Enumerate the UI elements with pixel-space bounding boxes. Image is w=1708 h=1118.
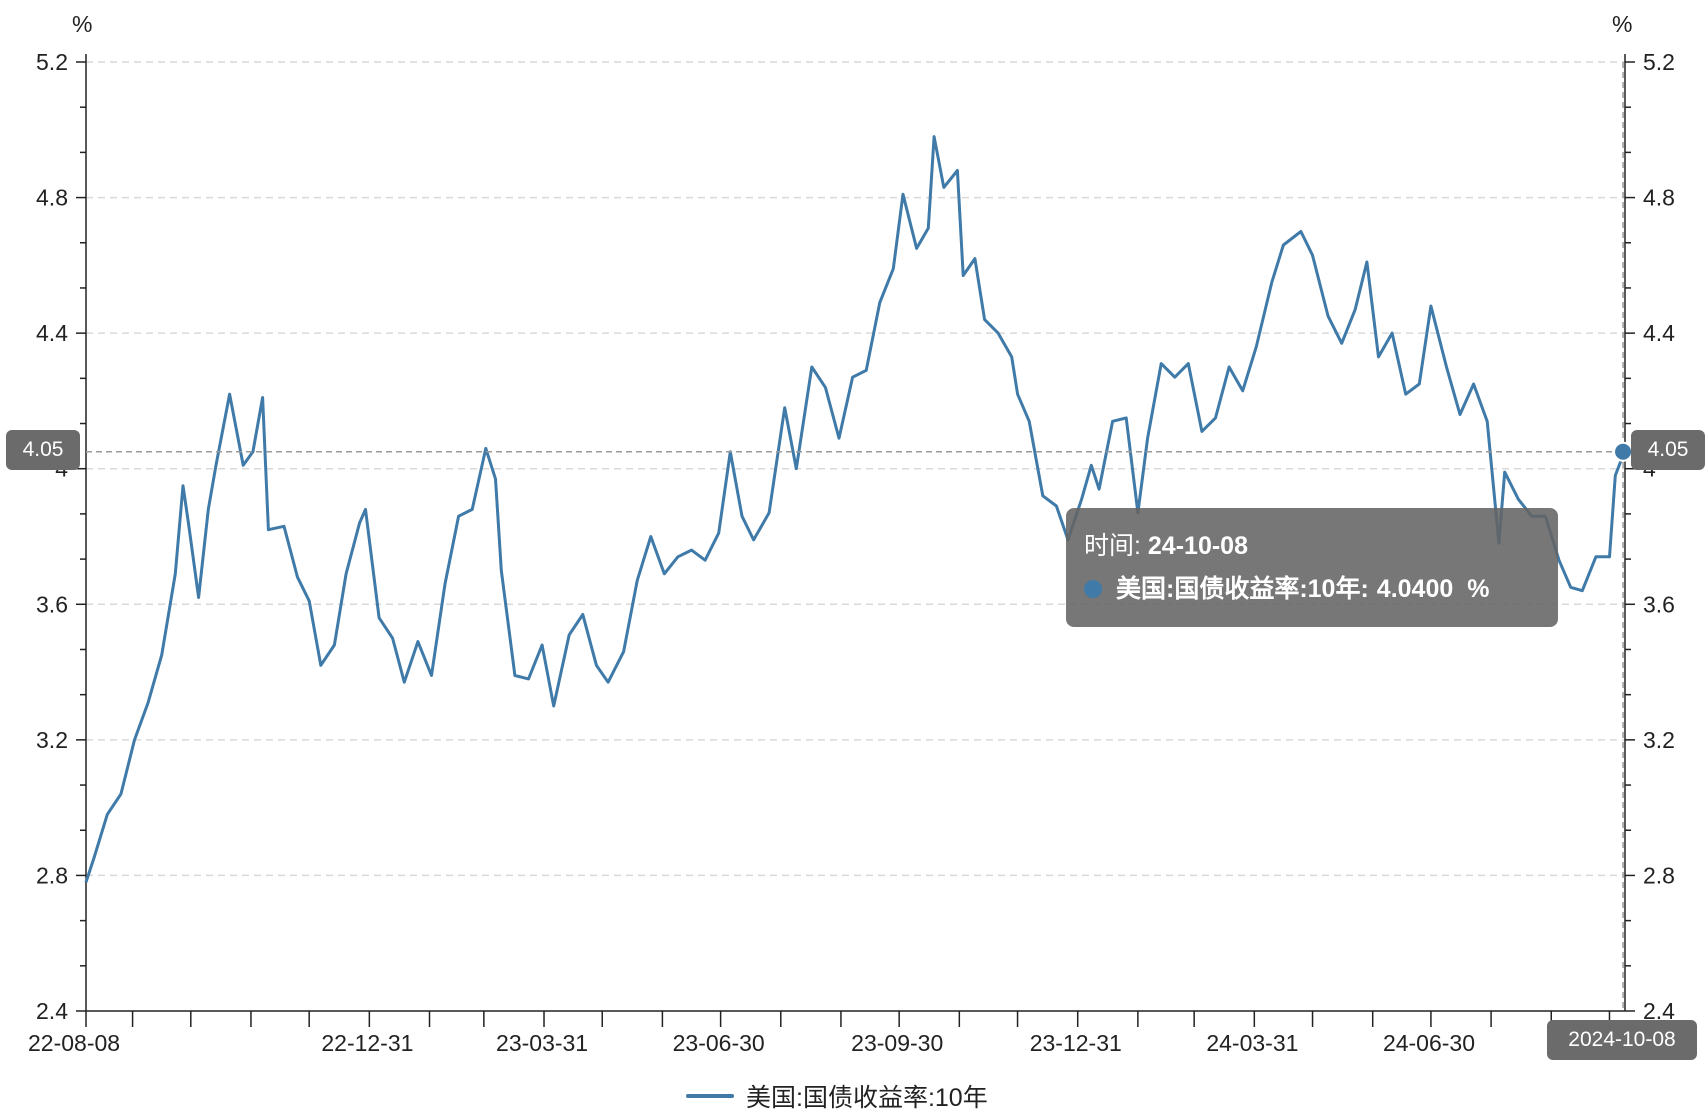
tooltip-series-dot-icon: [1084, 580, 1102, 598]
left-crosshair-value-badge: 4.05: [6, 430, 80, 470]
y-tick-label-left: 3.2: [36, 727, 68, 753]
tooltip-series-label: 美国:国债收益率:10年:: [1116, 575, 1369, 603]
y-tick-label-right: 3.2: [1643, 727, 1675, 753]
y-tick-label-left: 4.4: [36, 320, 68, 346]
grid-lines: [86, 61, 1625, 877]
crosshair: [86, 62, 1634, 1011]
series-line-us-10y: [84, 135, 1627, 883]
x-tick-label: 23-09-30: [851, 1030, 943, 1056]
tooltip-time-label: 时间:: [1084, 532, 1141, 560]
y-tick-label-left: 3.6: [36, 591, 68, 617]
x-tick-label: 23-12-31: [1030, 1030, 1122, 1056]
x-tick-label: 24-03-31: [1206, 1030, 1298, 1056]
y-tick-label-left: 4.8: [36, 185, 68, 211]
tooltip-time-value: 24-10-08: [1147, 532, 1248, 560]
tooltip-series-value: 4.0400: [1376, 575, 1454, 603]
legend[interactable]: 美国:国债收益率:10年: [686, 1080, 988, 1112]
y-axis-unit-left: %: [72, 11, 92, 37]
right-crosshair-value-badge: 4.05: [1631, 430, 1705, 470]
y-tick-label-right: 4.8: [1643, 185, 1675, 211]
x-tick-label: 23-03-31: [496, 1030, 588, 1056]
y-tick-label-left: 2.4: [36, 998, 68, 1024]
y-tick-label-left: 5.2: [36, 49, 68, 75]
tooltip-series-row: 美国:国债收益率:10年: 4.0400 %: [1084, 573, 1538, 605]
data-tooltip: 时间: 24-10-08 美国:国债收益率:10年: 4.0400 %: [1066, 508, 1558, 627]
y-tick-label-right: 2.8: [1643, 862, 1675, 888]
x-tick-label: 24-06-30: [1383, 1030, 1475, 1056]
tooltip-time-row: 时间: 24-10-08: [1084, 530, 1538, 562]
y-tick-label-right: 4.4: [1643, 320, 1675, 346]
x-tick-label: 23-06-30: [673, 1030, 765, 1056]
y-tick-label-right: 5.2: [1643, 49, 1675, 75]
y-tick-label-left: 2.8: [36, 862, 68, 888]
legend-line-swatch: [686, 1094, 734, 1098]
y-tick-label-right: 2.4: [1643, 998, 1675, 1024]
crosshair-date-badge: 2024-10-08: [1547, 1020, 1697, 1060]
legend-series-name: 美国:国债收益率:10年: [746, 1084, 988, 1112]
crosshair-point: [1613, 441, 1634, 462]
x-tick-label: 22-08-08: [28, 1030, 120, 1056]
y-axis-unit-right: %: [1612, 11, 1632, 37]
y-tick-label-right: 3.6: [1643, 591, 1675, 617]
tooltip-series-unit: %: [1467, 575, 1490, 603]
x-tick-label: 22-12-31: [321, 1030, 413, 1056]
series-layer: [84, 135, 1627, 883]
